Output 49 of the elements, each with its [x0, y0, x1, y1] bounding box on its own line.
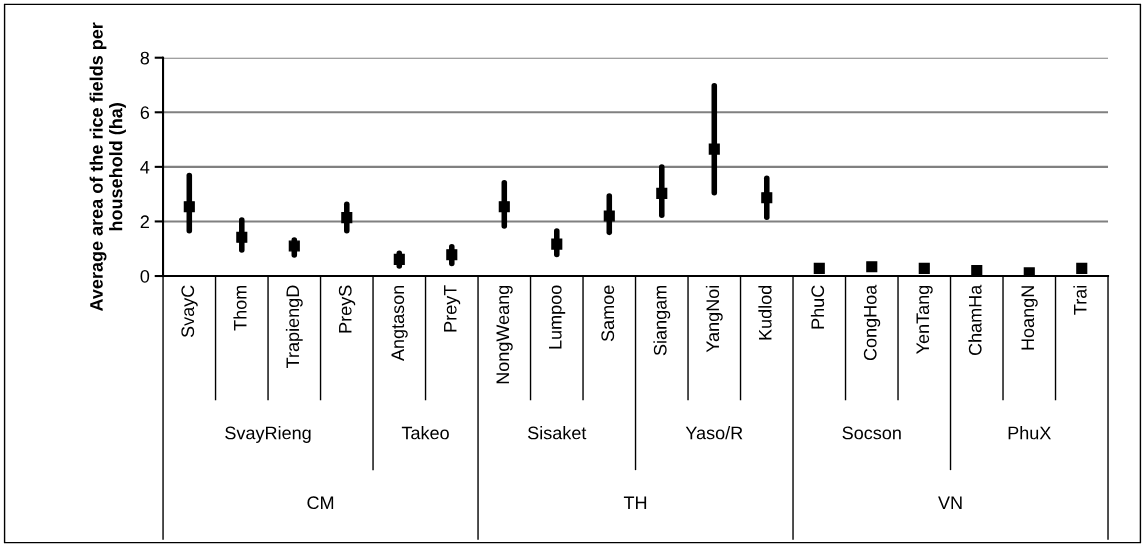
x-tick-label: YangNoi	[705, 285, 723, 353]
y-tick-label: 6	[140, 106, 150, 120]
x-tick-label: Siangam	[653, 285, 671, 356]
y-tick-label: 4	[140, 160, 150, 174]
text: Takeo	[401, 426, 449, 440]
y-tick-label: 8	[140, 51, 150, 65]
x-tick-label: Trai	[1073, 285, 1087, 315]
point	[393, 253, 405, 265]
text: PhuX	[1008, 426, 1051, 440]
x-tick-label: Thom	[233, 285, 247, 331]
point	[236, 231, 248, 243]
text: Yaso/R	[685, 426, 743, 440]
point	[288, 240, 300, 252]
point	[1076, 262, 1088, 274]
point	[918, 262, 930, 274]
text: SvayRieng	[225, 426, 311, 443]
point	[603, 210, 615, 222]
x-tick-label: TrapiengD	[285, 285, 303, 368]
point	[866, 261, 878, 273]
x-tick-label: HoangN	[1021, 286, 1038, 350]
x-tick-label: PhuC	[810, 285, 825, 329]
text: Sisaket	[528, 426, 587, 440]
point	[498, 201, 510, 213]
point	[446, 249, 458, 261]
x-tick-label: PreyT	[444, 285, 461, 332]
text: Socson	[842, 426, 901, 440]
x-tick-label: Samoe	[601, 285, 615, 342]
point	[708, 143, 720, 155]
text: VN	[938, 496, 962, 509]
point	[656, 187, 668, 199]
x-tick-label: NongWeang	[496, 285, 513, 384]
x-tick-label: Angtason	[391, 285, 408, 361]
x-tick-label: PreyS	[338, 285, 356, 333]
y-tick-label: 2	[140, 215, 149, 228]
point	[183, 201, 195, 213]
x-tick-label: CongHoa	[863, 284, 881, 361]
x-tick-label: YenTang	[916, 285, 933, 354]
point	[551, 238, 563, 250]
x-tick-label: ChamHa	[968, 284, 982, 356]
point	[813, 262, 825, 274]
text: TH	[623, 496, 647, 509]
y-axis-title: Average area of the rice fields per household (ha)	[89, 22, 126, 312]
x-tick-label: Kudlod	[758, 285, 772, 340]
point	[761, 192, 773, 204]
text: CM	[307, 496, 334, 510]
x-tick-label: Lumpoo	[549, 285, 566, 349]
x-tick-label: SvayC	[181, 285, 198, 338]
point	[341, 212, 353, 224]
y-tick-label: 0	[140, 269, 150, 283]
